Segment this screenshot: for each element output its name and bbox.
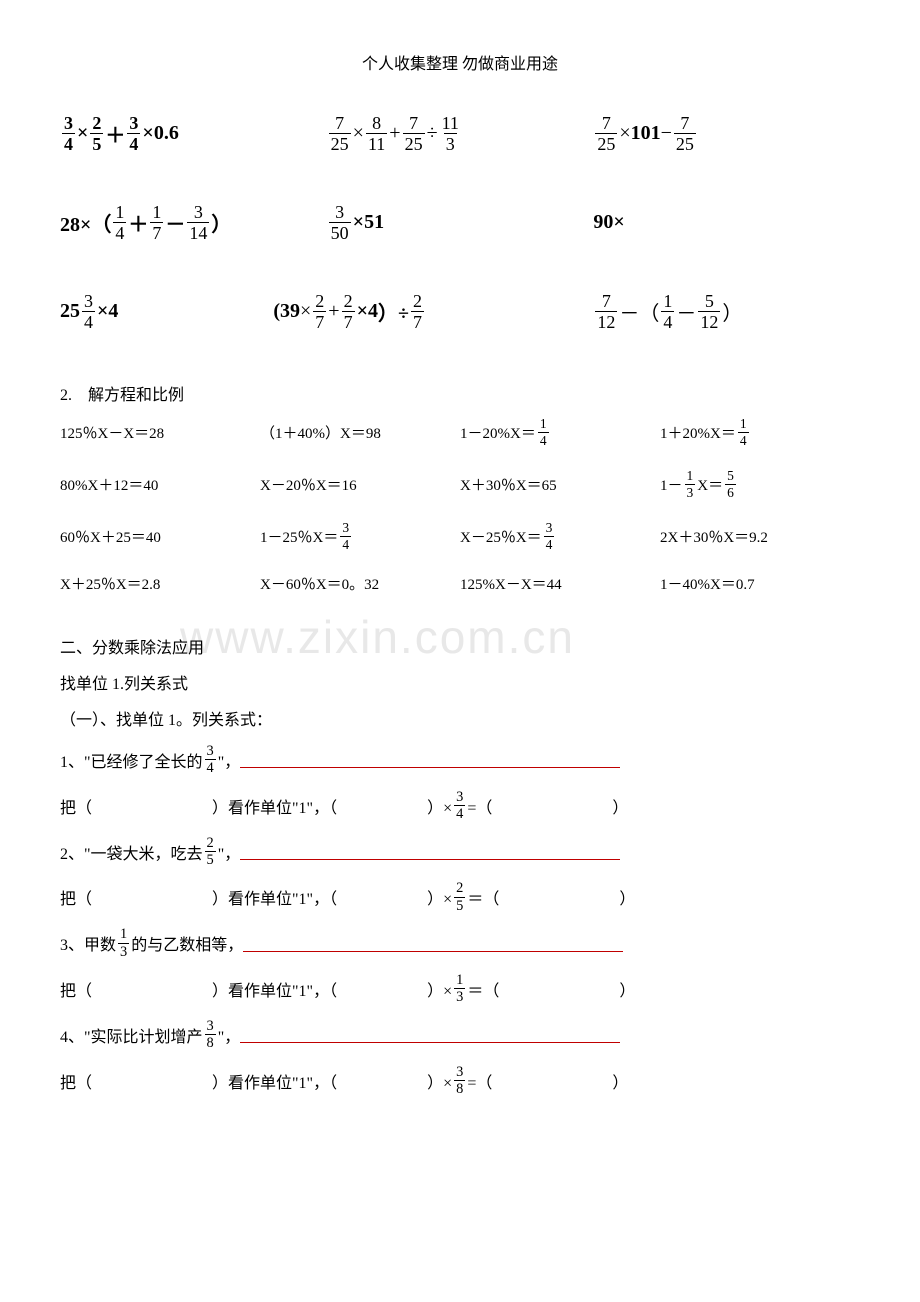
blank-line [240,751,620,768]
eq-r4-d: 1－40%X＝0.7 [660,573,860,594]
blank-line [240,843,620,860]
eq-r2-c: X＋30％X＝65 [460,474,660,495]
eq-r1-b: （1＋40%）X＝98 [260,422,460,443]
blank-line [243,935,623,952]
page-header: 个人收集整理 勿做商业用途 [60,50,860,74]
eq-r1-c: 1－20%X＝ 14 [460,417,660,447]
q3-fill: 把（ ）看作单位"1"，（ ）× 13 ＝（ ） [60,973,860,1005]
expr-r1-a: 34 × 25 ＋ 34 ×0.6 [60,114,327,153]
eq-r3-d: 2X＋30％X＝9.2 [660,526,860,547]
q4-prompt: 4、"实际比计划增产 38 "， [60,1019,860,1051]
expr-r2-a: 28×（ 14 ＋ 17 － 314 ） [60,203,327,242]
expr-r3-b: (39 × 27 + 27 ×4 ）÷ 27 [273,292,593,331]
section3-h1: 二、分数乘除法应用 [60,634,860,658]
section3-h2: 找单位 1.列关系式 [60,670,860,694]
eq-r4-c: 125%X－X＝44 [460,573,660,594]
section3-h3: （一）、找单位 1。列关系式： [60,706,860,730]
q1-fill: 把（ ）看作单位"1"，（ ）× 34 =（ ） [60,790,860,822]
expr-r1-b: 725 × 811 + 725 ÷ 113 [327,114,594,153]
q3-prompt: 3、甲数 13 的与乙数相等， [60,927,860,959]
q1-prompt: 1、"已经修了全长的 34 "， [60,744,860,776]
eq-r4-b: X－60％X＝0。32 [260,573,460,594]
eq-r1-d: 1＋20%X＝ 14 [660,417,860,447]
section2-title: 2. 解方程和比例 [60,381,860,405]
eq-r2-a: 80%X＋12＝40 [60,474,260,495]
expr-r2-c: 90× [593,211,860,234]
q2-prompt: 2、"一袋大米，吃去 25 "， [60,836,860,868]
expr-r2-b: 350 ×51 [327,203,594,242]
q4-fill: 把（ ）看作单位"1"，（ ）× 38 =（ ） [60,1065,860,1097]
eq-r4-a: X＋25％X＝2.8 [60,573,260,594]
eq-r3-a: 60％X＋25＝40 [60,526,260,547]
eq-r2-b: X－20％X＝16 [260,474,460,495]
expr-r1-c: 725 × 101 − 725 [593,114,860,153]
eq-r2-d: 1－ 13 X＝ 56 [660,469,860,499]
eq-r1-a: 125％X－X＝28 [60,422,260,443]
q2-fill: 把（ ）看作单位"1"，（ ）× 25 ＝（ ） [60,881,860,913]
expr-r3-c: 712 －（ 14 － 512 ） [593,292,860,331]
expr-r3-a: 25 34 ×4 [60,292,273,331]
eq-r3-b: 1－25％X＝ 34 [260,521,460,551]
eq-r3-c: X－25％X＝ 34 [460,521,660,551]
blank-line [240,1026,620,1043]
